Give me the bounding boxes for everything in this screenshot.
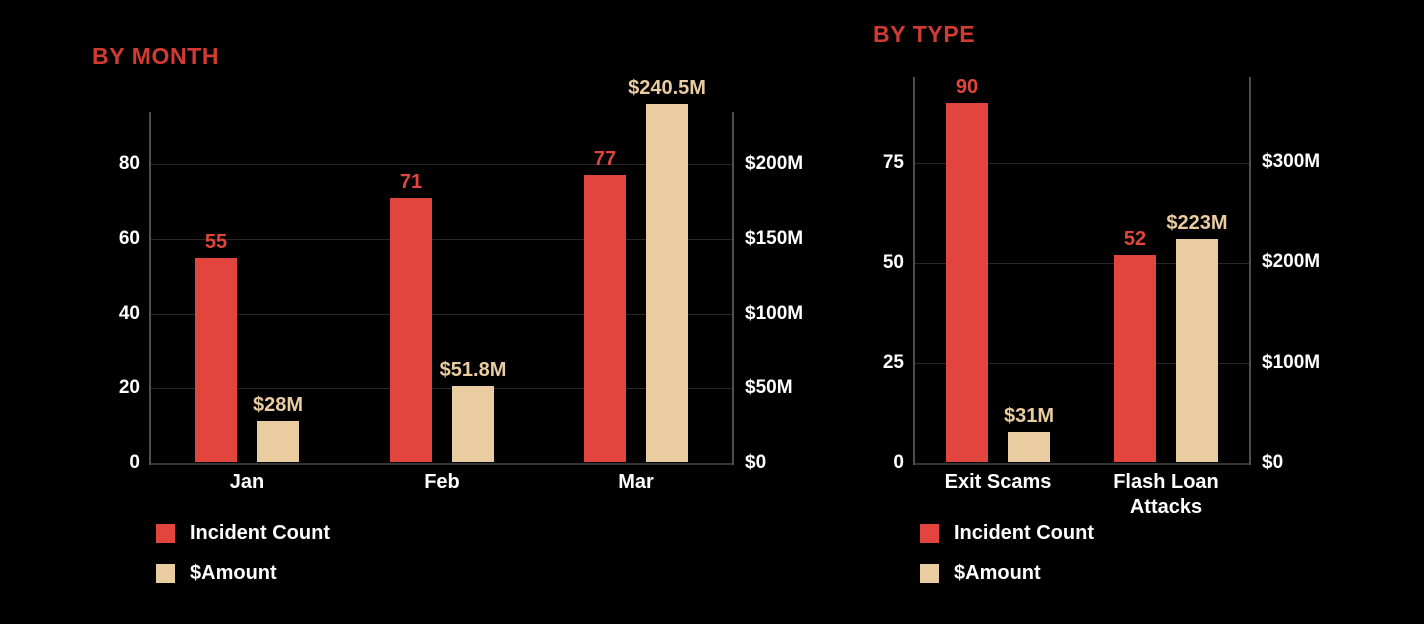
gridline: [150, 164, 733, 165]
gridline: [914, 163, 1250, 164]
legend-by-type: Incident Count $Amount: [920, 522, 1094, 584]
gridline: [150, 388, 733, 389]
gridline: [914, 263, 1250, 264]
right-axis-tick-label: $0: [745, 452, 767, 473]
legend-swatch-amount: [920, 564, 939, 583]
right-axis-tick-label: $100M: [745, 303, 804, 324]
legend-label-incident-count: Incident Count: [190, 522, 330, 544]
bar-incident-count: [946, 103, 988, 462]
left-axis-tick-label: 25: [882, 352, 904, 373]
legend-swatch-amount: [156, 564, 175, 583]
bar-value-label: $51.8M: [439, 359, 507, 381]
left-axis-tick-label: 20: [118, 377, 140, 398]
bar-incident-count: [584, 175, 626, 462]
left-axis-tick-label: 0: [893, 452, 904, 473]
category-label: Jan: [229, 471, 265, 493]
y-axis-left: [149, 112, 151, 465]
right-axis-tick-label: $200M: [745, 153, 804, 174]
gridline: [150, 239, 733, 240]
bar-value-label: 90: [955, 76, 979, 98]
legend-label-amount: $Amount: [190, 562, 277, 584]
left-axis-tick-label: 60: [118, 228, 140, 249]
bar-incident-count: [390, 198, 432, 462]
category-label: Mar: [618, 471, 654, 493]
y-axis-right: [1249, 77, 1251, 465]
bar-incident-count: [1114, 255, 1156, 462]
gridline: [914, 363, 1250, 364]
right-axis-tick-label: $0: [1262, 452, 1284, 473]
left-axis-tick-label: 50: [882, 252, 904, 273]
left-axis-tick-label: 80: [118, 153, 140, 174]
bar-value-label: $240.5M: [628, 77, 706, 99]
left-axis-tick-label: 40: [118, 303, 140, 324]
right-axis-tick-label: $200M: [1262, 251, 1321, 272]
bar-value-label: $28M: [252, 394, 304, 416]
x-axis-baseline: [914, 463, 1250, 465]
legend-item-amount: $Amount: [156, 562, 330, 584]
bar-value-label: $31M: [1003, 405, 1055, 427]
legend-item-incident-count: Incident Count: [156, 522, 330, 544]
legend-by-month: Incident Count $Amount: [156, 522, 330, 584]
x-axis-baseline: [150, 463, 733, 465]
right-axis-tick-label: $50M: [745, 377, 793, 398]
gridline: [150, 314, 733, 315]
right-axis-tick-label: $100M: [1262, 352, 1321, 373]
bar-amount: [1176, 239, 1218, 462]
right-axis-tick-label: $300M: [1262, 151, 1321, 172]
category-label: Exit Scams: [944, 471, 1052, 493]
bar-incident-count: [195, 258, 237, 462]
legend-label-incident-count: Incident Count: [954, 522, 1094, 544]
legend-swatch-incident-count: [156, 524, 175, 543]
bar-value-label: 52: [1123, 228, 1147, 250]
bar-amount: [452, 386, 494, 462]
bar-amount: [1008, 432, 1050, 462]
category-label: Flash Loan Attacks: [1113, 471, 1219, 518]
legend-item-incident-count: Incident Count: [920, 522, 1094, 544]
bar-value-label: 71: [399, 171, 423, 193]
chart-title-by-month: BY MONTH: [92, 43, 220, 69]
left-axis-tick-label: 75: [882, 152, 904, 173]
bar-value-label: 55: [204, 231, 228, 253]
left-axis-tick-label: 0: [129, 452, 140, 473]
y-axis-right: [732, 112, 734, 465]
bar-value-label: $223M: [1166, 212, 1228, 234]
legend-label-amount: $Amount: [954, 562, 1041, 584]
y-axis-left: [913, 77, 915, 465]
right-axis-tick-label: $150M: [745, 228, 804, 249]
bar-amount: [646, 104, 688, 462]
category-label: Feb: [424, 471, 460, 493]
bar-amount: [257, 421, 299, 462]
legend-swatch-incident-count: [920, 524, 939, 543]
bar-value-label: 77: [593, 148, 617, 170]
legend-item-amount: $Amount: [920, 562, 1094, 584]
chart-title-by-type: BY TYPE: [873, 21, 976, 47]
